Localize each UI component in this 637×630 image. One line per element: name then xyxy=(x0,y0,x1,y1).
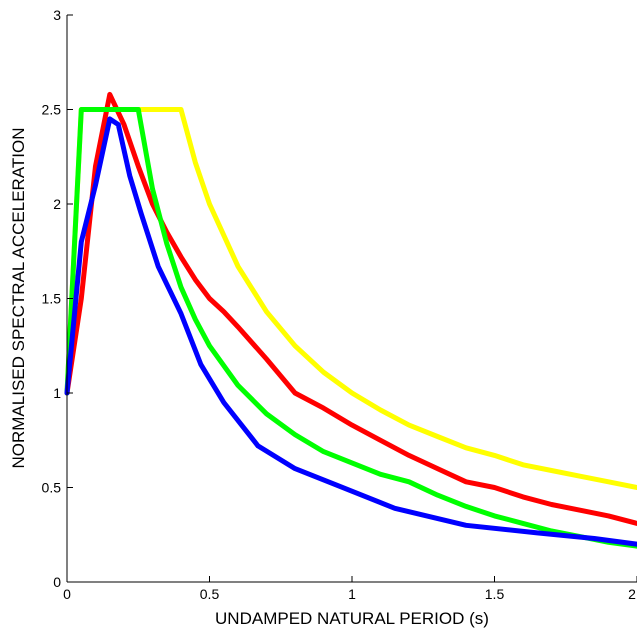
y-tick-label: 0 xyxy=(53,574,61,590)
x-axis-title: UNDAMPED NATURAL PERIOD (s) xyxy=(215,609,489,628)
axes-layer xyxy=(66,15,637,583)
series-line-1 xyxy=(64,91,637,526)
series-line-3 xyxy=(64,116,637,547)
y-tick-label: 2.5 xyxy=(42,102,62,118)
y-tick-label: 3 xyxy=(53,7,61,23)
series-layer xyxy=(64,91,637,549)
y-tick-label: 1 xyxy=(53,385,61,401)
x-tick-label: 0.5 xyxy=(200,586,220,602)
y-tick-label: 0.5 xyxy=(42,480,62,496)
x-tick-label: 1.5 xyxy=(485,586,505,602)
x-tick-label: 1 xyxy=(348,586,356,602)
ticks-layer: 0 0.5 1 1.5 2 0 0.5 1 1.5 2 2.5 3 xyxy=(42,7,637,602)
series-line-2 xyxy=(64,107,637,549)
x-tick-label: 2 xyxy=(628,586,636,602)
series-line-0 xyxy=(64,107,637,490)
x-tick-label: 0 xyxy=(63,586,71,602)
y-tick-label: 2 xyxy=(53,196,61,212)
y-tick-label: 1.5 xyxy=(42,291,62,307)
y-axis-title: NORMALISED SPECTRAL ACCELERATION xyxy=(9,127,28,468)
